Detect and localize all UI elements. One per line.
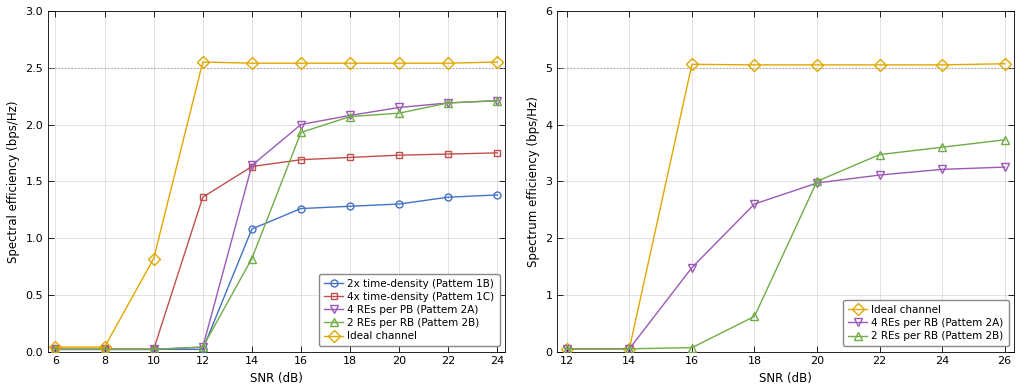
- Ideal channel: [748, 63, 761, 67]
- 2 REs per RB (Pattem 2B): [295, 130, 307, 135]
- 4x time-density (Pattem 1C): [148, 347, 160, 352]
- Line: Ideal channel: Ideal channel: [51, 58, 501, 351]
- 2x time-density (Pattem 1B): [491, 192, 503, 197]
- 4 REs per PB (Pattem 2A): [148, 347, 160, 352]
- 4x time-density (Pattem 1C): [246, 164, 258, 169]
- 4 REs per PB (Pattem 2A): [442, 101, 454, 105]
- 4x time-density (Pattem 1C): [197, 195, 209, 200]
- Line: 2 REs per RB (Pattem 2B): 2 REs per RB (Pattem 2B): [563, 136, 1009, 353]
- 2 REs per RB (Pattem 2B): [686, 345, 698, 350]
- Ideal channel: [295, 61, 307, 65]
- 2 REs per RB (Pattem 2B): [491, 98, 503, 103]
- X-axis label: SNR (dB): SNR (dB): [250, 372, 303, 385]
- Y-axis label: Spectrum efficiency (bps/Hz): Spectrum efficiency (bps/Hz): [527, 96, 540, 267]
- 2 REs per RB (Pattem 2B): [49, 347, 61, 352]
- Legend: Ideal channel, 4 REs per RB (Pattem 2A), 2 REs per RB (Pattem 2B): Ideal channel, 4 REs per RB (Pattem 2A),…: [843, 300, 1009, 347]
- Line: 4x time-density (Pattem 1C): 4x time-density (Pattem 1C): [52, 149, 501, 353]
- 2x time-density (Pattem 1B): [344, 204, 356, 209]
- 4x time-density (Pattem 1C): [344, 155, 356, 160]
- Ideal channel: [393, 61, 405, 65]
- Ideal channel: [197, 60, 209, 64]
- Line: 2 REs per RB (Pattem 2B): 2 REs per RB (Pattem 2B): [51, 96, 501, 354]
- Ideal channel: [561, 347, 573, 351]
- 2 REs per RB (Pattem 2B): [148, 347, 160, 352]
- Ideal channel: [936, 63, 949, 67]
- 2x time-density (Pattem 1B): [98, 347, 110, 352]
- Ideal channel: [344, 61, 356, 65]
- Ideal channel: [491, 60, 503, 64]
- 4 REs per PB (Pattem 2A): [393, 105, 405, 110]
- Line: 4 REs per RB (Pattem 2A): 4 REs per RB (Pattem 2A): [563, 163, 1009, 353]
- 2x time-density (Pattem 1B): [393, 201, 405, 206]
- 2x time-density (Pattem 1B): [197, 347, 209, 352]
- 4 REs per RB (Pattem 2A): [686, 265, 698, 270]
- 4 REs per PB (Pattem 2A): [49, 347, 61, 352]
- 2 REs per RB (Pattem 2B): [999, 138, 1011, 142]
- 4 REs per RB (Pattem 2A): [999, 165, 1011, 169]
- 4 REs per RB (Pattem 2A): [811, 181, 823, 185]
- 4 REs per PB (Pattem 2A): [246, 163, 258, 168]
- 4 REs per PB (Pattem 2A): [295, 122, 307, 127]
- 4x time-density (Pattem 1C): [393, 153, 405, 158]
- 4 REs per RB (Pattem 2A): [936, 167, 949, 172]
- Ideal channel: [873, 63, 885, 67]
- Line: 2x time-density (Pattem 1B): 2x time-density (Pattem 1B): [52, 191, 501, 353]
- Line: 4 REs per PB (Pattem 2A): 4 REs per PB (Pattem 2A): [51, 96, 501, 354]
- 2 REs per RB (Pattem 2B): [442, 101, 454, 105]
- 2 REs per RB (Pattem 2B): [748, 314, 761, 319]
- 4x time-density (Pattem 1C): [442, 152, 454, 156]
- Line: Ideal channel: Ideal channel: [563, 60, 1009, 353]
- 2 REs per RB (Pattem 2B): [98, 347, 110, 352]
- 2 REs per RB (Pattem 2B): [561, 347, 573, 351]
- 2x time-density (Pattem 1B): [295, 206, 307, 211]
- 4 REs per RB (Pattem 2A): [748, 201, 761, 206]
- 2x time-density (Pattem 1B): [442, 195, 454, 200]
- 4 REs per PB (Pattem 2A): [197, 345, 209, 349]
- 2x time-density (Pattem 1B): [148, 347, 160, 352]
- 2 REs per RB (Pattem 2B): [197, 345, 209, 349]
- 4 REs per PB (Pattem 2A): [491, 98, 503, 103]
- 4x time-density (Pattem 1C): [295, 157, 307, 162]
- Ideal channel: [49, 345, 61, 349]
- 4 REs per RB (Pattem 2A): [561, 347, 573, 351]
- Ideal channel: [246, 61, 258, 65]
- Ideal channel: [98, 345, 110, 349]
- Ideal channel: [999, 62, 1011, 66]
- Ideal channel: [811, 63, 823, 67]
- 2 REs per RB (Pattem 2B): [811, 179, 823, 183]
- 4x time-density (Pattem 1C): [491, 151, 503, 155]
- 4x time-density (Pattem 1C): [49, 347, 61, 352]
- 4 REs per RB (Pattem 2A): [873, 173, 885, 178]
- Ideal channel: [148, 256, 160, 261]
- 4x time-density (Pattem 1C): [98, 347, 110, 352]
- 2 REs per RB (Pattem 2B): [936, 145, 949, 150]
- 4 REs per PB (Pattem 2A): [344, 113, 356, 118]
- 2 REs per RB (Pattem 2B): [344, 114, 356, 119]
- 4 REs per RB (Pattem 2A): [623, 347, 635, 351]
- 2x time-density (Pattem 1B): [49, 347, 61, 352]
- X-axis label: SNR (dB): SNR (dB): [760, 372, 812, 385]
- 2x time-density (Pattem 1B): [246, 227, 258, 231]
- Ideal channel: [442, 61, 454, 65]
- Ideal channel: [623, 347, 635, 351]
- 2 REs per RB (Pattem 2B): [246, 256, 258, 261]
- 2 REs per RB (Pattem 2B): [623, 347, 635, 351]
- Legend: 2x time-density (Pattem 1B), 4x time-density (Pattem 1C), 4 REs per PB (Pattem 2: 2x time-density (Pattem 1B), 4x time-den…: [320, 274, 499, 347]
- 4 REs per PB (Pattem 2A): [98, 347, 110, 352]
- 2 REs per RB (Pattem 2B): [873, 152, 885, 157]
- Y-axis label: Spectral efficiency (bps/Hz): Spectral efficiency (bps/Hz): [7, 100, 20, 263]
- 2 REs per RB (Pattem 2B): [393, 111, 405, 116]
- Ideal channel: [686, 62, 698, 67]
